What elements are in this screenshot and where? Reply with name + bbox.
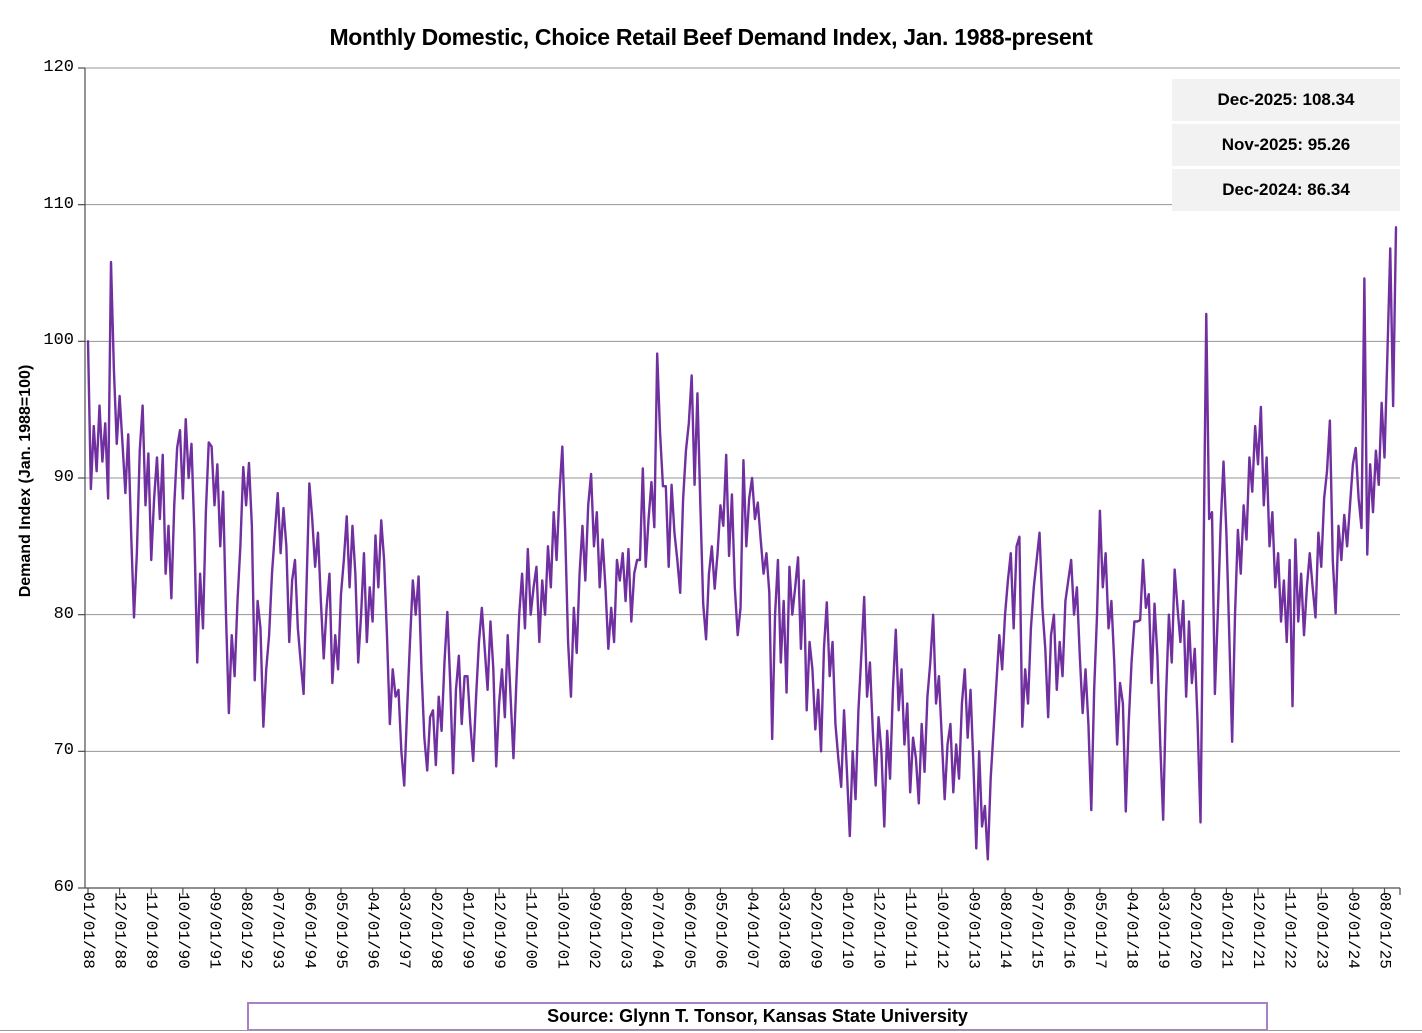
x-axis-tick-label: 02/01/98 xyxy=(426,892,445,969)
x-axis-tick-label: 02/01/20 xyxy=(1185,892,1204,969)
y-axis-tick-label: 110 xyxy=(43,194,74,214)
y-axis-tick-label: 60 xyxy=(53,878,74,897)
x-axis-tick-label: 12/01/88 xyxy=(110,892,129,969)
x-axis-tick-label: 06/01/16 xyxy=(1059,892,1078,969)
page-title: Monthly Domestic, Choice Retail Beef Dem… xyxy=(329,24,1093,50)
annotation-line-nov-2025: Nov-2025: 95.26 xyxy=(1172,124,1400,166)
x-axis-tick-label: 12/01/99 xyxy=(490,892,509,969)
x-axis-tick-label: 04/01/96 xyxy=(363,892,382,969)
x-axis-tick-label: 06/01/05 xyxy=(679,892,698,969)
x-axis-tick-label: 11/01/11 xyxy=(901,892,920,969)
x-axis-tick-label: 05/01/17 xyxy=(1090,892,1109,969)
demand-index-line-series xyxy=(86,226,1398,861)
source-textbox: Source: Glynn T. Tonsor, Kansas State Un… xyxy=(247,1002,1268,1031)
x-axis-tick-label: 09/01/13 xyxy=(964,892,983,969)
y-axis-tick-label: 120 xyxy=(43,58,74,77)
y-axis-tick-label: 90 xyxy=(53,468,74,487)
x-axis-tick-label: 08/01/03 xyxy=(616,892,635,969)
x-axis-tick-label: 04/01/07 xyxy=(743,892,762,969)
x-axis-tick-label: 03/01/97 xyxy=(395,892,414,969)
x-axis-tick-label: 10/01/12 xyxy=(932,892,951,969)
x-axis-tick-label: 11/01/00 xyxy=(521,892,540,969)
x-axis-tick-label: 09/01/02 xyxy=(584,892,603,969)
latest-values-annotation: Dec-2025: 108.34 Nov-2025: 95.26 Dec-202… xyxy=(1172,79,1400,214)
x-axis-tick-label: 09/01/91 xyxy=(205,892,224,969)
y-axis-tick-label: 80 xyxy=(53,604,74,624)
chart-bottom-border xyxy=(0,1030,1422,1031)
x-axis-tick-label: 03/01/08 xyxy=(774,892,793,969)
x-axis-tick-label: 11/01/89 xyxy=(142,892,161,969)
x-axis-tick-label: 08/01/25 xyxy=(1375,892,1394,969)
x-axis-tick-label: 12/01/21 xyxy=(1249,892,1267,969)
x-axis-tick-label: 05/01/06 xyxy=(711,892,730,969)
y-axis-tick-label: 100 xyxy=(43,331,74,351)
x-axis-tick-label: 07/01/04 xyxy=(648,892,667,969)
y-axis-tick-label: 70 xyxy=(53,741,74,761)
x-axis-tick-label: 10/01/01 xyxy=(553,892,572,969)
x-axis-tick-label: 12/01/10 xyxy=(869,892,888,969)
x-axis-tick-label: 01/01/10 xyxy=(837,892,856,969)
x-axis-tick-label: 10/01/23 xyxy=(1312,892,1331,969)
x-axis-tick-label: 01/01/88 xyxy=(79,892,97,969)
x-axis-tick-label: 08/01/14 xyxy=(996,892,1015,969)
x-axis-tick-label: 09/01/24 xyxy=(1343,892,1362,969)
x-axis-tick-label: 08/01/92 xyxy=(237,892,256,969)
x-axis-tick-label: 07/01/93 xyxy=(268,892,287,969)
x-axis-tick-label: 11/01/22 xyxy=(1280,892,1299,969)
x-axis-tick-label: 02/01/09 xyxy=(806,892,825,969)
x-axis-tick-label: 10/01/90 xyxy=(173,892,192,969)
x-axis-tick-label: 05/01/95 xyxy=(331,892,350,969)
x-axis-tick-label: 01/01/21 xyxy=(1217,892,1236,969)
x-axis-tick-label: 04/01/18 xyxy=(1122,892,1141,969)
x-axis-tick-label: 01/01/99 xyxy=(458,892,477,969)
annotation-line-dec-2024: Dec-2024: 86.34 xyxy=(1172,169,1400,211)
annotation-line-dec-2025: Dec-2025: 108.34 xyxy=(1172,79,1400,121)
x-axis-tick-label: 07/01/15 xyxy=(1027,892,1046,969)
x-axis-tick-label: 03/01/19 xyxy=(1154,892,1173,969)
x-axis-tick-label: 06/01/94 xyxy=(300,892,319,969)
